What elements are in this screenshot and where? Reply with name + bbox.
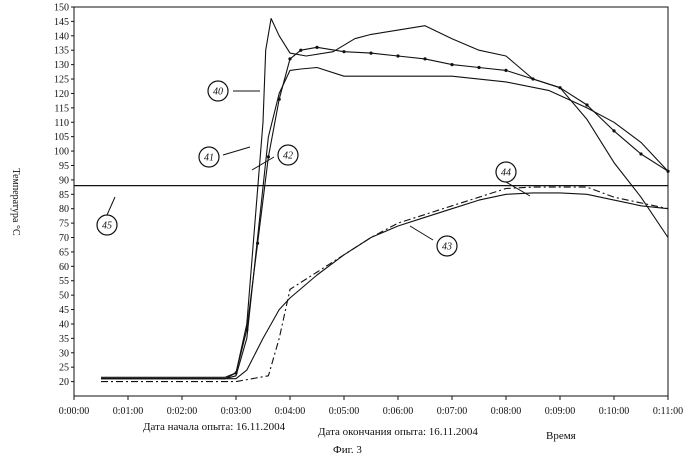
series-point-42	[278, 98, 281, 101]
series-line-40	[101, 19, 668, 378]
series-point-42	[267, 155, 270, 158]
callout-label-43: 43	[442, 242, 452, 253]
series-point-42	[288, 57, 291, 60]
y-tick-label: 35	[59, 334, 69, 345]
footer-end-date: Дата окончания опыта: 16.11.2004	[318, 426, 478, 438]
y-tick-label: 45	[59, 305, 69, 316]
figure-caption: Фиг. 3	[333, 444, 362, 456]
series-line-42	[101, 47, 668, 378]
plot-frame	[74, 7, 668, 396]
y-tick-label: 90	[59, 175, 69, 186]
y-tick-label: 145	[54, 17, 69, 28]
series-point-42	[369, 52, 372, 55]
x-tick-label: 0:10:00	[599, 406, 630, 417]
x-tick-label: 0:05:00	[329, 406, 360, 417]
x-tick-label: 0:00:00	[59, 406, 90, 417]
y-tick-label: 55	[59, 276, 69, 287]
series-point-42	[450, 63, 453, 66]
y-tick-label: 70	[59, 233, 69, 244]
series-point-42	[666, 170, 669, 173]
y-tick-label: 60	[59, 262, 69, 273]
callout-label-41: 41	[204, 153, 214, 164]
callout-leader-43	[410, 226, 433, 240]
x-axis-ticks: 0:00:00 0:01:00 0:02:00 0:03:00 0:04:00 0:05:…	[59, 396, 683, 417]
y-tick-label: 65	[59, 247, 69, 258]
series-point-42	[315, 46, 318, 49]
series-point-42	[396, 54, 399, 57]
y-tick-label: 110	[54, 118, 69, 129]
series-point-42	[531, 77, 534, 80]
series-point-42	[256, 242, 259, 245]
series-point-42	[342, 50, 345, 53]
y-tick-label: 115	[54, 103, 69, 114]
series-point-42	[612, 129, 615, 132]
series-point-42	[245, 328, 248, 331]
series-point-42	[558, 86, 561, 89]
series-point-42	[423, 57, 426, 60]
callout-label-40: 40	[213, 87, 223, 98]
series-point-42	[504, 69, 507, 72]
x-axis-label: Время	[546, 430, 576, 442]
x-tick-label: 0:03:00	[221, 406, 252, 417]
x-tick-label: 0:02:00	[167, 406, 198, 417]
x-tick-label: 0:08:00	[491, 406, 522, 417]
series-point-42	[585, 103, 588, 106]
y-tick-label: 100	[54, 147, 69, 158]
y-tick-label: 135	[54, 46, 69, 57]
x-tick-label: 0:06:00	[383, 406, 414, 417]
y-tick-label: 95	[59, 161, 69, 172]
y-tick-label: 20	[59, 377, 69, 388]
series-point-42	[639, 152, 642, 155]
y-tick-label: 120	[54, 89, 69, 100]
plot-border	[74, 7, 668, 396]
series-point-42	[477, 66, 480, 69]
x-tick-label: 0:04:00	[275, 406, 306, 417]
callout-leader-42	[252, 157, 274, 170]
y-axis-ticks: 20 25 30 35 40 45 50 55 60 65 70 75 80 85 90 95 100 105 11…	[54, 3, 74, 389]
y-tick-label: 80	[59, 204, 69, 215]
series-point-42	[234, 371, 237, 374]
x-tick-label: 0:07:00	[437, 406, 468, 417]
series-line-44	[101, 187, 668, 382]
series-group	[101, 19, 670, 382]
callout-label-42: 42	[283, 151, 293, 162]
callouts: 40 41 42 43 44 45	[97, 81, 530, 256]
y-tick-label: 140	[54, 31, 69, 42]
y-tick-label: 50	[59, 291, 69, 302]
callout-label-45: 45	[102, 221, 112, 232]
y-tick-label: 30	[59, 348, 69, 359]
series-line-43	[101, 193, 668, 379]
y-tick-label: 150	[54, 3, 69, 14]
series-point-42	[299, 49, 302, 52]
y-axis-label: Температура °С	[10, 168, 21, 236]
callout-leader-41	[223, 147, 250, 155]
y-tick-label: 130	[54, 60, 69, 71]
x-tick-label: 0:01:00	[113, 406, 144, 417]
y-tick-label: 125	[54, 75, 69, 86]
y-tick-label: 25	[59, 363, 69, 374]
y-tick-label: 85	[59, 190, 69, 201]
y-tick-label: 75	[59, 219, 69, 230]
x-tick-label: 0:11:00	[653, 406, 683, 417]
x-tick-label: 0:09:00	[545, 406, 576, 417]
callout-label-44: 44	[501, 168, 511, 179]
y-tick-label: 105	[54, 132, 69, 143]
callout-leader-45	[107, 197, 115, 215]
footer-start-date: Дата начала опыта: 16.11.2004	[143, 421, 286, 433]
y-tick-label: 40	[59, 319, 69, 330]
